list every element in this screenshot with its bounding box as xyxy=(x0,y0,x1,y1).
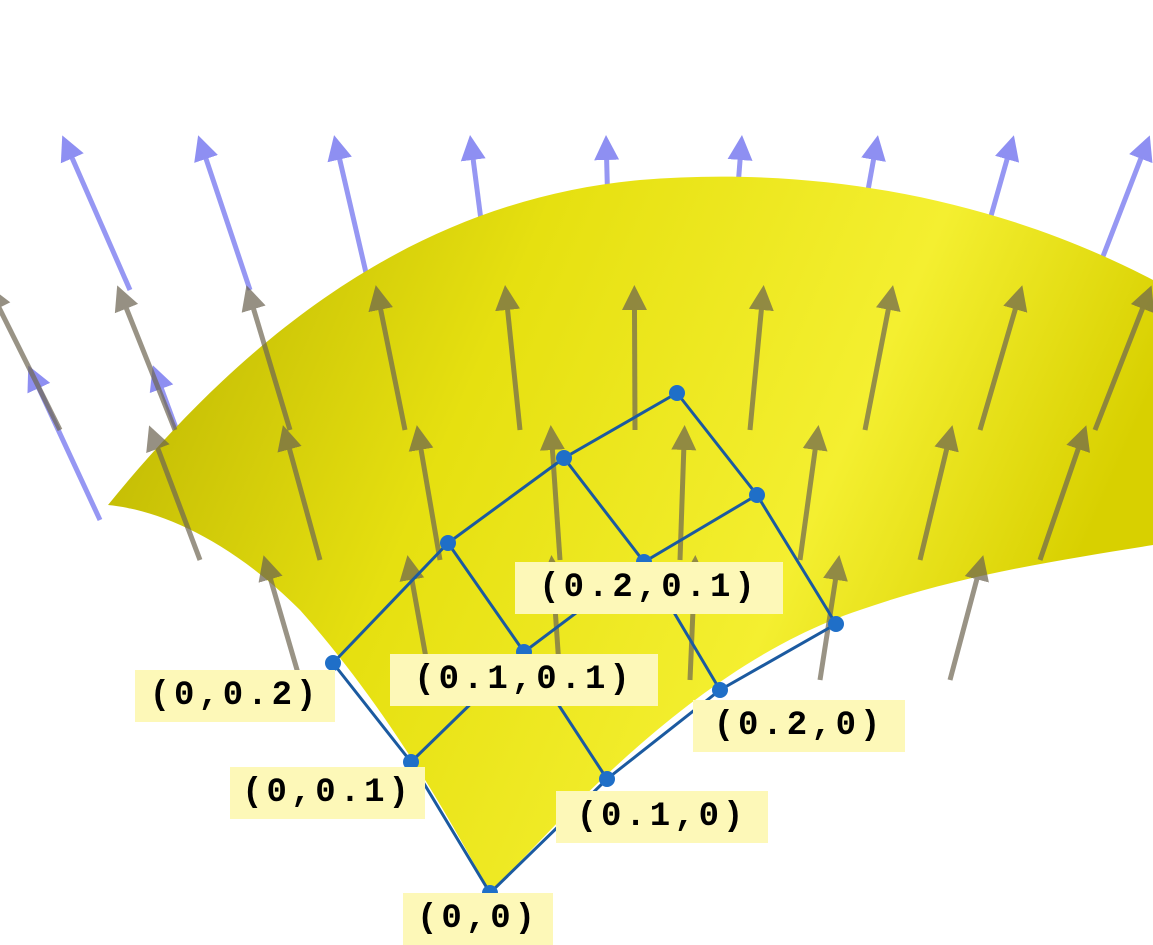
point-label: (0.2,0) xyxy=(693,700,905,752)
normal-arrow xyxy=(0,290,60,430)
point-label: (0,0) xyxy=(403,893,553,945)
normal-arrow xyxy=(335,140,370,290)
normal-arrow xyxy=(200,140,250,290)
page: (0,0) (0.1,0) (0.2,0) (0,0.1) (0,0.2) (0… xyxy=(0,0,1153,945)
point-label: (0.1,0) xyxy=(556,791,768,843)
point-label: (0.1,0.1) xyxy=(390,654,658,706)
normal-arrow xyxy=(634,290,635,430)
point-label: (0,0.2) xyxy=(135,670,335,722)
normal-arrow xyxy=(119,290,175,430)
point-label: (0,0.1) xyxy=(230,767,425,819)
normal-arrow xyxy=(64,140,130,290)
point-label: (0.2,0.1) xyxy=(515,562,783,614)
